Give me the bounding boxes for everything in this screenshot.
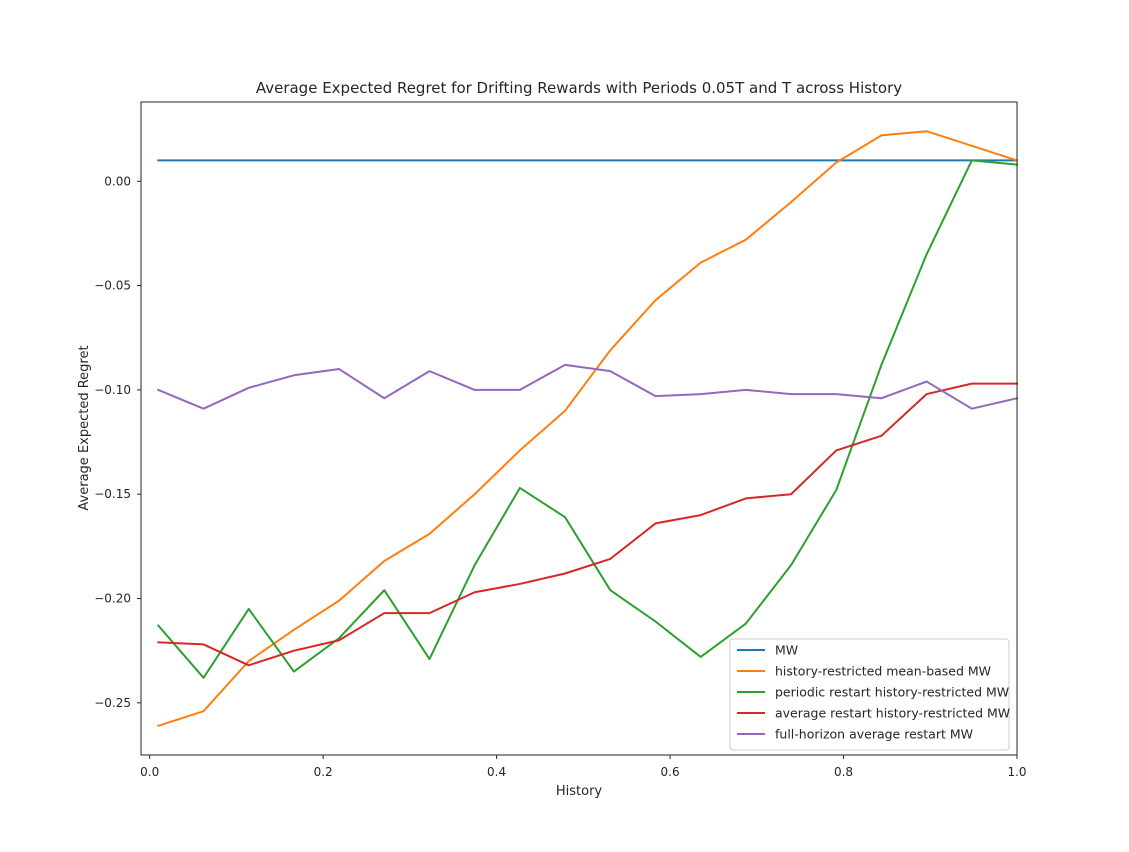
x-tick-label: 1.0 xyxy=(1007,765,1026,779)
x-tick-label: 0.2 xyxy=(314,765,333,779)
y-tick-label: −0.25 xyxy=(94,696,131,710)
y-tick-label: 0.00 xyxy=(104,174,131,188)
series-lines xyxy=(156,130,1019,728)
x-tick-label: 0.8 xyxy=(834,765,853,779)
legend-label-5: full-horizon average restart MW xyxy=(775,727,973,742)
legend-label-3: periodic restart history-restricted MW xyxy=(775,685,1009,700)
y-tick-label: −0.20 xyxy=(94,592,131,606)
y-tick-label: −0.05 xyxy=(94,279,131,293)
legend: MW history-restricted mean-based MW period… xyxy=(729,638,1010,751)
legend-label-4: average restart history-restricted MW xyxy=(775,706,1010,721)
plot-frame xyxy=(140,101,1018,756)
chart-title: Average Expected Regret for Drifting Rew… xyxy=(256,79,902,97)
axes: 0.0 0.2 0.4 0.6 0.8 1.0 0.00 −0.05 −0.10 −0.15 −0.… xyxy=(94,174,1026,779)
series-line-5 xyxy=(157,363,1019,410)
legend-label-2: history-restricted mean-based MW xyxy=(775,664,991,679)
x-axis-label: History xyxy=(556,784,603,799)
y-axis-label: Average Expected Regret xyxy=(77,345,92,510)
legend-label-1: MW xyxy=(775,643,798,658)
series-line-4 xyxy=(157,382,1018,667)
y-tick-label: −0.10 xyxy=(94,383,131,397)
series-line-2 xyxy=(157,130,1019,728)
legend-box xyxy=(729,638,1010,751)
series-line-3 xyxy=(156,159,1019,679)
x-tick-label: 0.0 xyxy=(140,765,159,779)
y-tick-label: −0.15 xyxy=(94,487,131,501)
x-tick-label: 0.6 xyxy=(661,765,680,779)
x-tick-label: 0.4 xyxy=(487,765,506,779)
